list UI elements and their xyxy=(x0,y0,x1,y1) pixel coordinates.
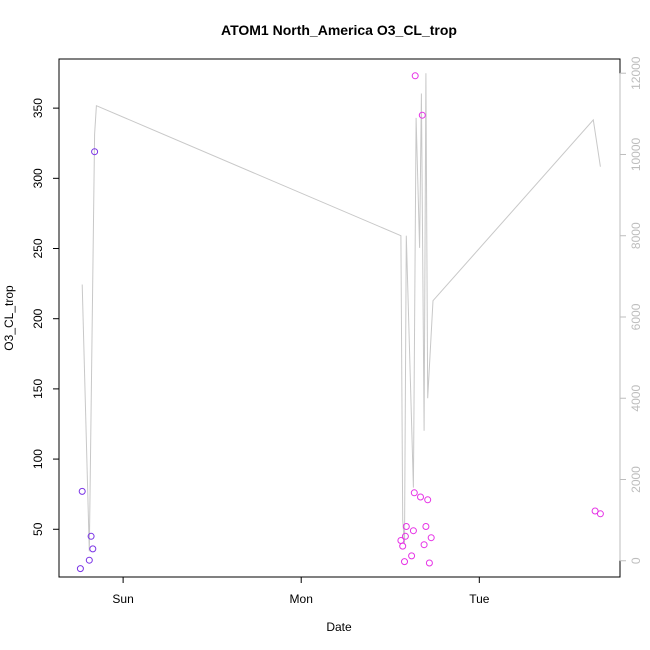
data-point xyxy=(591,507,599,515)
y2-tick-label: 0 xyxy=(629,557,643,564)
data-point xyxy=(427,534,435,542)
data-point xyxy=(85,556,93,564)
data-point xyxy=(410,489,418,497)
data-point xyxy=(401,532,409,540)
data-point xyxy=(417,493,424,501)
y-tick-label: 100 xyxy=(31,449,45,469)
data-point xyxy=(76,565,84,573)
axes-layer: 50 100 150 200 250 300 350 0 2000 4000 6000 8000 100… xyxy=(31,56,643,606)
data-point xyxy=(422,523,430,530)
y2-tick-label: 8000 xyxy=(629,222,643,249)
series-line xyxy=(81,73,601,552)
data-point xyxy=(402,523,410,530)
x-tick-label: Sun xyxy=(112,592,133,606)
y-tick-label: 300 xyxy=(31,168,45,188)
y2-tick-label: 4000 xyxy=(629,385,643,412)
chart-title: ATOM1 North_America O3_CL_trop xyxy=(221,22,457,38)
data-point xyxy=(418,111,426,119)
data-point xyxy=(425,559,433,567)
y2-tick-label: 10000 xyxy=(629,137,643,171)
plot-frame xyxy=(58,58,621,578)
data-layer xyxy=(76,72,604,573)
y-tick-label: 200 xyxy=(31,308,45,328)
y-tick-label: 350 xyxy=(31,98,45,118)
y-axis-label: O3_CL_trop xyxy=(2,285,16,351)
data-point xyxy=(399,542,407,550)
x-tick-label: Tue xyxy=(469,592,490,606)
y2-tick-label: 12000 xyxy=(629,56,643,90)
data-point xyxy=(78,487,86,495)
data-point xyxy=(408,552,416,560)
y-tick-label: 150 xyxy=(31,379,45,399)
x-tick-label: Mon xyxy=(290,592,313,606)
data-point xyxy=(424,496,432,504)
y-tick-label: 50 xyxy=(31,522,45,536)
x-axis-label: Date xyxy=(326,620,352,634)
data-point xyxy=(87,532,95,540)
data-point xyxy=(401,558,408,566)
y2-tick-label: 6000 xyxy=(629,303,643,330)
data-point xyxy=(91,148,99,156)
y2-tick-label: 2000 xyxy=(629,466,643,493)
data-point xyxy=(409,527,417,535)
data-point xyxy=(411,72,419,80)
data-point xyxy=(89,545,97,553)
y-tick-label: 250 xyxy=(31,238,45,258)
data-point xyxy=(596,510,604,518)
data-point xyxy=(420,541,428,549)
